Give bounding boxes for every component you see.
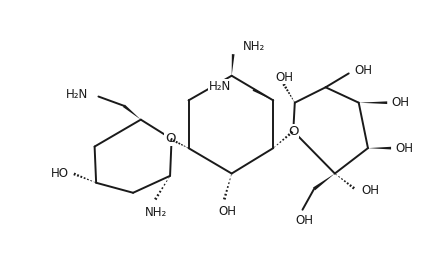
Text: OH: OH [355, 64, 373, 77]
Polygon shape [313, 174, 335, 190]
Text: OH: OH [295, 214, 313, 227]
Text: NH₂: NH₂ [145, 206, 167, 219]
Polygon shape [123, 105, 141, 120]
Text: OH: OH [361, 184, 379, 197]
Polygon shape [253, 88, 273, 100]
Text: O: O [165, 132, 175, 145]
Text: O: O [288, 125, 298, 138]
Polygon shape [368, 147, 391, 149]
Text: OH: OH [392, 96, 410, 109]
Text: OH: OH [219, 205, 237, 218]
Text: HO: HO [51, 167, 69, 180]
Text: OH: OH [276, 71, 294, 84]
Polygon shape [232, 54, 235, 76]
Text: OH: OH [396, 142, 414, 155]
Text: NH₂: NH₂ [242, 40, 265, 53]
Text: H₂N: H₂N [209, 80, 231, 93]
Polygon shape [359, 101, 387, 104]
Text: H₂N: H₂N [66, 89, 88, 102]
